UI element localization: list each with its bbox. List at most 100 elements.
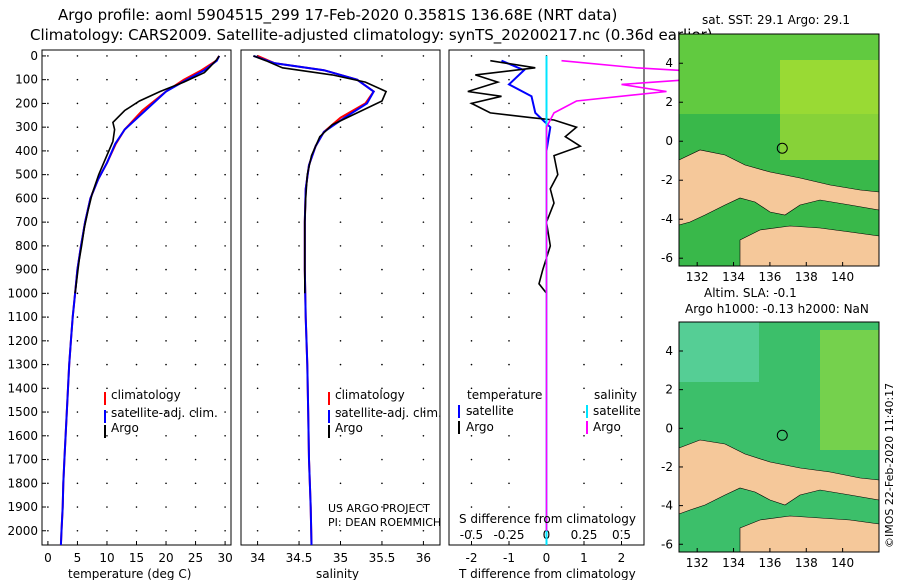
series-line-climatology: [59, 55, 221, 546]
grid-dot: [298, 506, 300, 508]
grid-dot: [583, 529, 585, 532]
grid-dot: [76, 126, 79, 128]
grid-dot: [339, 363, 342, 366]
grid-dot: [165, 411, 167, 413]
grid-dot: [381, 387, 383, 390]
grid-dot: [470, 245, 473, 247]
grid-dot: [165, 316, 167, 318]
x-tick-label: 15: [129, 551, 144, 565]
grid-dot: [620, 340, 623, 342]
map-x-tick-label: 138: [795, 270, 818, 284]
grid-dot: [620, 458, 623, 461]
grid-dot: [298, 245, 300, 247]
legend-swatch-s-argo: [586, 421, 588, 434]
grid-dot: [339, 482, 342, 485]
grid-dot: [381, 245, 383, 247]
grid-dot: [165, 197, 167, 200]
map-x-tick-label: 134: [722, 270, 745, 284]
grid-dot: [135, 340, 138, 342]
grid-dot: [339, 506, 342, 508]
salinity-xlabel: salinity: [316, 567, 359, 580]
grid-dot: [224, 363, 226, 366]
grid-dot: [256, 411, 259, 413]
grid-dot: [381, 316, 383, 318]
grid-dot: [620, 197, 623, 200]
grid-dot: [135, 411, 138, 413]
grid-dot: [76, 458, 79, 461]
temperature-legend: climatology satellite-adj. clim. Argo: [104, 388, 218, 438]
grid-dot: [508, 316, 510, 318]
grid-dot: [583, 78, 585, 81]
grid-dot: [47, 363, 49, 366]
grid-dot: [381, 434, 383, 437]
grid-dot: [508, 363, 510, 366]
grid-dot: [339, 78, 342, 81]
grid-dot: [298, 102, 300, 105]
legend-swatch-argo: [104, 425, 106, 438]
grid-dot: [508, 245, 510, 247]
grid-dot: [106, 221, 108, 223]
grid-dot: [76, 102, 79, 105]
grid-dot: [422, 411, 425, 413]
grid-dot: [165, 458, 167, 461]
grid-dot: [470, 221, 473, 223]
sst-map-frame: [678, 33, 880, 267]
x-tick-label: 20: [158, 551, 173, 565]
grid-dot: [620, 78, 623, 81]
grid-dot: [256, 529, 259, 532]
grid-dot: [298, 150, 300, 152]
grid-dot: [106, 78, 108, 81]
grid-dot: [194, 221, 197, 223]
grid-dot: [470, 292, 473, 295]
grid-dot: [508, 482, 510, 485]
grid-dot: [381, 363, 383, 366]
grid-dot: [224, 78, 226, 81]
map-y-tick-label: -6: [661, 251, 673, 265]
series-line-climatology: [257, 54, 376, 546]
map-x-tick-label: 138: [795, 556, 818, 570]
grid-dot: [583, 292, 585, 295]
grid-dot: [47, 173, 49, 176]
sla-map-land-north: [678, 439, 880, 515]
legend-satellite-label: satellite-adj. clim.: [335, 406, 442, 420]
sla-map-yellow-patch: [820, 330, 879, 450]
grid-dot: [135, 292, 138, 295]
grid-dot: [135, 529, 138, 532]
grid-dot: [508, 340, 510, 342]
grid-dot: [135, 363, 138, 366]
grid-dot: [298, 55, 300, 57]
y-tick-label: 1400: [7, 381, 38, 395]
map-y-tick-label: 2: [665, 95, 673, 109]
grid-dot: [620, 55, 623, 57]
grid-dot: [47, 55, 49, 57]
legend-argo-label: Argo: [111, 421, 139, 435]
grid-dot: [135, 482, 138, 485]
grid-dot: [508, 126, 510, 128]
grid-dot: [106, 506, 108, 508]
map-y-tick-label: -4: [661, 499, 673, 513]
map-x-tick-label: 132: [686, 270, 709, 284]
grid-dot: [381, 268, 383, 271]
grid-dot: [106, 150, 108, 152]
grid-dot: [106, 458, 108, 461]
grid-dot: [381, 506, 383, 508]
grid-dot: [381, 529, 383, 532]
grid-dot: [165, 482, 167, 485]
difference-top-axis-label: S difference from climatology: [459, 512, 636, 526]
grid-dot: [194, 411, 197, 413]
grid-dot: [470, 363, 473, 366]
grid-dot: [47, 482, 49, 485]
grid-dot: [106, 411, 108, 413]
grid-dot: [381, 126, 383, 128]
grid-dot: [381, 411, 383, 413]
grid-dot: [47, 102, 49, 105]
sla-map-frame: [678, 321, 880, 553]
grid-dot: [583, 55, 585, 57]
grid-dot: [470, 173, 473, 176]
y-tick-label: 1200: [7, 334, 38, 348]
grid-dot: [165, 363, 167, 366]
top-x-tick-label: -0.5: [460, 528, 483, 542]
grid-dot: [106, 197, 108, 200]
y-tick-label: 100: [15, 73, 38, 87]
grid-dot: [194, 245, 197, 247]
